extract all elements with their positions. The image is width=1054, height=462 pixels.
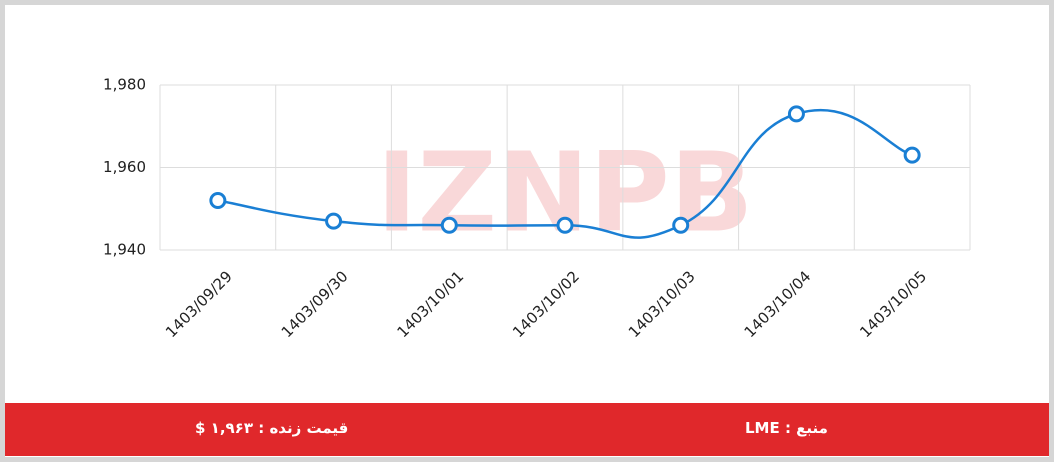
x-tick-label: 1403/10/03 (625, 267, 699, 341)
x-tick-label: 1403/09/30 (278, 267, 352, 341)
x-tick-label: 1403/10/01 (393, 267, 467, 341)
source: منبع : LME (745, 419, 828, 437)
watermark: IZNPB (376, 128, 753, 256)
chart: IZNPB 1,940 1,960 1,980 1403/09/29 1403/09/3… (103, 76, 971, 341)
y-tick-label: 1,940 (103, 241, 146, 259)
x-tick-label: 1403/10/05 (856, 267, 930, 341)
point (903, 146, 921, 164)
point (325, 212, 343, 230)
point (556, 216, 574, 234)
x-tick-label: 1403/09/29 (162, 267, 236, 341)
point (672, 216, 690, 234)
y-tick-label: 1,960 (103, 158, 146, 176)
point (209, 192, 227, 209)
point (440, 216, 458, 234)
footer: قیمت زنده : ۱,۹۶۳ $ منبع : LME (5, 403, 1049, 456)
x-tick-label: 1403/10/04 (741, 267, 815, 341)
live-price: قیمت زنده : ۱,۹۶۳ $ (195, 419, 349, 437)
y-tick-label: 1,980 (103, 76, 146, 94)
panel (5, 5, 1049, 457)
point (787, 105, 805, 123)
x-tick-label: 1403/10/02 (509, 267, 583, 341)
